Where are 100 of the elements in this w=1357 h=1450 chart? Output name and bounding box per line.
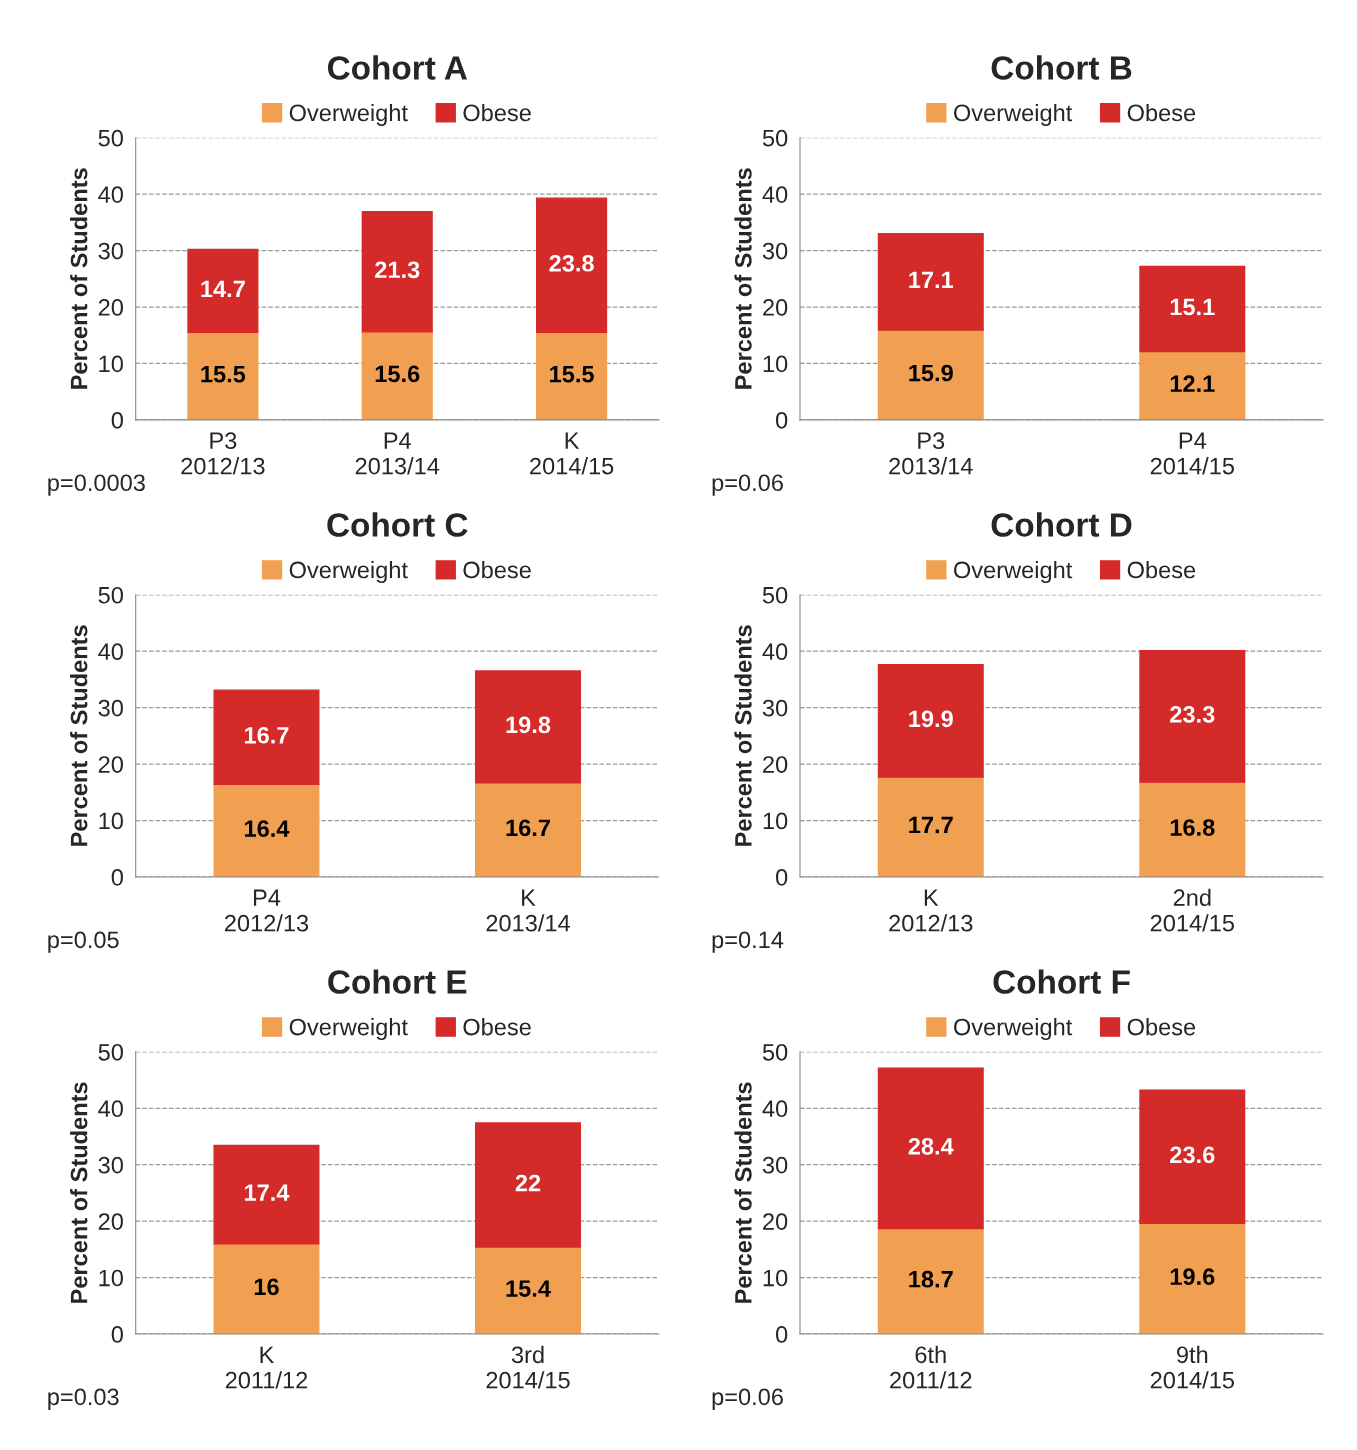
y-tick-label: 30 (762, 1156, 788, 1174)
x-tick-label: K 2014/15 (530, 432, 614, 475)
y-tick-label: 40 (98, 1100, 123, 1118)
x-tick-label: 2nd 2014/15 (1150, 888, 1234, 932)
data-label: 15.4 (506, 1280, 551, 1297)
x-tick-label: K 2013/14 (486, 889, 570, 932)
y-tick-label: 50 (762, 586, 788, 604)
y-tick-label: 20 (763, 756, 788, 773)
legend-label: Obese (463, 560, 531, 579)
legend-label: Overweight (954, 560, 1073, 583)
chart-title: Cohort E (328, 969, 467, 994)
chart-title: Cohort F (993, 969, 1130, 994)
bar (361, 331, 433, 420)
bar (213, 783, 320, 877)
bar (475, 1122, 582, 1248)
x-tick-label: K 2011/12 (225, 1346, 308, 1389)
bar (1139, 649, 1246, 783)
y-tick-label: 10 (99, 812, 123, 830)
bar (1139, 1089, 1246, 1225)
x-tick-label: P3 2012/13 (181, 432, 265, 475)
y-tick-label: 30 (762, 699, 788, 717)
bar (877, 664, 984, 778)
y-axis-title: Percent of Students (70, 168, 88, 389)
chart-title: Cohort D (991, 512, 1132, 537)
data-label: 16.8 (1170, 819, 1215, 836)
text: p=0.0003 (48, 474, 145, 496)
bar (1139, 350, 1246, 420)
bar (187, 248, 259, 334)
y-tick-label: 50 (762, 129, 788, 147)
legend-label: Obese (1127, 1018, 1196, 1036)
x-tick-label: P4 2014/15 (1150, 432, 1234, 475)
text: p=0.06 (712, 1388, 783, 1410)
data-label: 19.6 (1170, 1268, 1215, 1286)
legend-label: Obese (463, 1018, 531, 1036)
y-tick-label: 30 (98, 699, 123, 717)
data-label: 23.6 (1170, 1146, 1215, 1164)
text: p=0.05 (48, 931, 119, 953)
data-label: 23.8 (549, 254, 594, 272)
y-tick-label: 10 (763, 355, 788, 373)
y-axis-title: Percent of Students (734, 1082, 752, 1303)
bar (877, 232, 984, 331)
data-label: 21.3 (375, 261, 420, 279)
bar (475, 1246, 582, 1334)
y-tick-label: 0 (111, 411, 123, 429)
y-tick-label: 20 (98, 756, 123, 773)
data-label: 19.9 (909, 710, 953, 728)
x-tick-label: 3rd 2014/15 (486, 1345, 570, 1389)
bar (877, 776, 984, 877)
y-tick-label: 20 (98, 1213, 123, 1230)
data-label: 28.4 (908, 1137, 954, 1155)
bar (213, 1144, 320, 1245)
bar (877, 329, 984, 420)
y-tick-label: 40 (762, 186, 788, 203)
bar (213, 1243, 320, 1334)
x-tick-label: K 2012/13 (889, 889, 973, 932)
chart-title: Cohort C (327, 512, 468, 537)
data-label: 23.3 (1170, 706, 1215, 723)
y-tick-label: 30 (98, 242, 123, 260)
data-label: 16.4 (244, 820, 290, 838)
y-tick-label: 50 (98, 1043, 123, 1061)
data-label: 15.9 (909, 364, 953, 382)
data-label: 17.4 (244, 1184, 290, 1201)
bar (877, 1067, 984, 1230)
bar (536, 331, 608, 420)
data-label: 18.7 (909, 1270, 953, 1288)
bar (877, 1227, 984, 1334)
y-tick-label: 20 (763, 1213, 788, 1230)
data-label: 15.5 (550, 366, 594, 383)
bar (213, 689, 320, 786)
y-tick-label: 30 (98, 1156, 123, 1174)
data-label: 19.8 (506, 716, 551, 734)
x-tick-label: 6th 2011/12 (890, 1345, 972, 1389)
data-label: 16.7 (244, 726, 289, 744)
bar (1139, 781, 1246, 877)
y-tick-label: 20 (763, 299, 788, 316)
legend-label: Overweight (289, 103, 408, 126)
data-label: 14.7 (201, 280, 245, 298)
legend-label: Obese (463, 103, 531, 122)
y-tick-label: 0 (111, 869, 123, 886)
text: p=0.14 (712, 931, 784, 953)
legend-label: Overweight (289, 1018, 408, 1041)
chart-title: Cohort A (327, 55, 468, 80)
x-tick-label: P4 2012/13 (224, 889, 309, 932)
y-tick-label: 0 (775, 869, 788, 886)
data-label: 17.7 (909, 816, 953, 834)
y-tick-label: 10 (763, 812, 788, 830)
data-label: 15.1 (1170, 298, 1215, 316)
x-tick-label: 9th 2014/15 (1150, 1345, 1234, 1389)
bar (475, 782, 582, 877)
y-axis-title: Percent of Students (70, 625, 88, 846)
y-tick-label: 0 (775, 411, 788, 429)
legend-label: Obese (1127, 560, 1196, 579)
y-tick-label: 50 (98, 129, 123, 147)
y-tick-label: 50 (98, 586, 123, 604)
y-tick-label: 40 (98, 643, 123, 661)
legend-label: Overweight (954, 1018, 1073, 1041)
y-tick-label: 30 (762, 242, 788, 260)
bar (361, 210, 433, 333)
bar (187, 331, 259, 420)
data-label: 22 (515, 1174, 541, 1192)
